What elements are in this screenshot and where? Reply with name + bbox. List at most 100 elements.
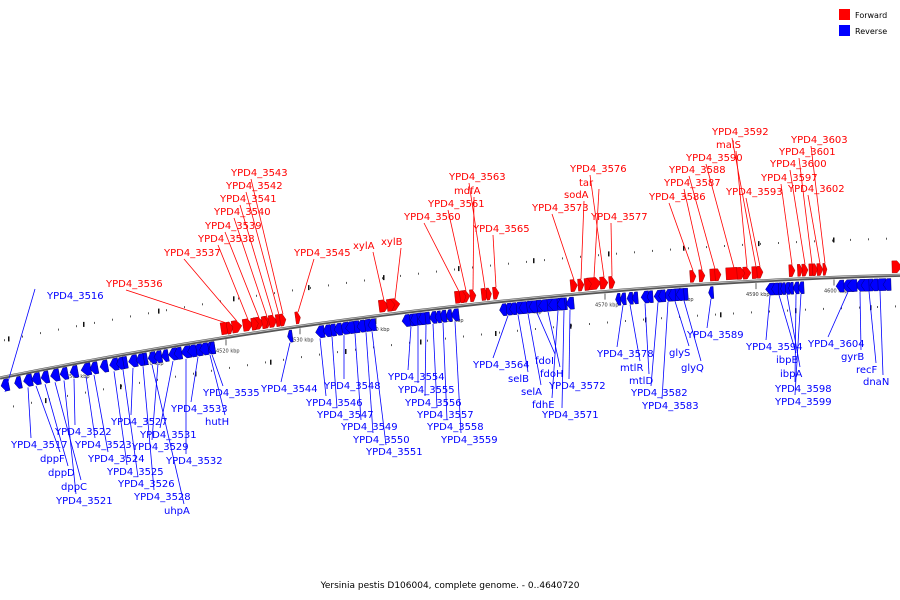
gene-ypd4-3586[interactable]: [689, 270, 697, 283]
gene-ypd4-3527[interactable]: [127, 354, 139, 368]
gene-reverse-segment[interactable]: [528, 300, 538, 313]
gene-ypd4-3577[interactable]: [608, 276, 616, 289]
gene-ypd4-3537[interactable]: [230, 320, 243, 334]
gene-ypd4-3594[interactable]: [765, 282, 776, 296]
gene-ypd4-3517[interactable]: [22, 373, 34, 388]
gene-ypd4-3600[interactable]: [801, 263, 809, 277]
gene-forward-segment[interactable]: [812, 263, 818, 277]
gene-reverse-segment[interactable]: [860, 278, 870, 292]
gene-forward-segment[interactable]: [386, 298, 396, 312]
gene-reverse-segment[interactable]: [780, 282, 786, 295]
gene-reverse-segment[interactable]: [13, 375, 23, 389]
gene-reverse-segment[interactable]: [771, 282, 780, 296]
gene-ypd4-3602[interactable]: [816, 263, 824, 276]
gene-ypd4-3551[interactable]: [367, 318, 377, 332]
gene-reverse-segment[interactable]: [401, 314, 411, 327]
gene-dppd[interactable]: [40, 370, 51, 384]
gene-xyla[interactable]: [378, 299, 390, 313]
gene-dppc[interactable]: [49, 368, 61, 382]
gene-arrow: [797, 264, 803, 277]
gene-reverse-segment[interactable]: [445, 309, 453, 322]
gene-ypd4-3529[interactable]: [153, 350, 164, 364]
track-dot: [229, 366, 230, 369]
gene-forward-segment[interactable]: [485, 287, 492, 301]
gene-reverse-segment[interactable]: [846, 279, 858, 292]
gene-ypd4-3535[interactable]: [208, 341, 217, 355]
gene-ypd4-3525[interactable]: [108, 357, 120, 371]
gene-reverse-segment[interactable]: [869, 278, 879, 292]
gene-ypd4-3597[interactable]: [788, 264, 796, 278]
gene-forward-segment[interactable]: [736, 267, 746, 280]
gene-ypd4-3522[interactable]: [69, 364, 80, 378]
gene-mtlr[interactable]: [626, 291, 634, 305]
gene-ypd4-3544[interactable]: [287, 329, 294, 343]
gene-ypd4-3576[interactable]: [599, 276, 609, 290]
gene-reverse-segment[interactable]: [882, 278, 892, 291]
gene-forward-segment[interactable]: [583, 278, 592, 291]
gene-ypd4-3557[interactable]: [429, 311, 438, 324]
gene-ypd4-3546[interactable]: [315, 325, 326, 339]
gene-forward-segment[interactable]: [260, 316, 269, 330]
gene-reverse-segment[interactable]: [434, 310, 442, 324]
gene-reverse-segment[interactable]: [499, 303, 508, 317]
gene-ypd4-3524[interactable]: [89, 361, 100, 375]
gene-reverse-segment[interactable]: [115, 356, 125, 370]
gene-forward-segment[interactable]: [459, 290, 467, 304]
gene-reverse-segment[interactable]: [173, 346, 184, 360]
gene-reverse-segment[interactable]: [135, 353, 146, 367]
gene-reverse-segment[interactable]: [187, 344, 198, 358]
gene-reverse-segment[interactable]: [356, 319, 366, 333]
gene-reverse-segment[interactable]: [160, 349, 170, 362]
gene-ypd4-3523[interactable]: [80, 362, 93, 377]
gene-mtld[interactable]: [640, 290, 650, 304]
gene-ypd4-3541[interactable]: [267, 314, 278, 328]
gene-reverse-segment[interactable]: [518, 301, 528, 314]
gene-label-ypd4-3531: YPD4_3531: [139, 360, 197, 441]
gene-reverse-segment[interactable]: [548, 298, 559, 312]
gene-reverse-segment[interactable]: [615, 292, 622, 306]
gene-ypd4-3587[interactable]: [698, 269, 706, 283]
gene-reverse-segment[interactable]: [631, 291, 639, 305]
gene-reverse-segment[interactable]: [835, 279, 845, 293]
gene-uhpa[interactable]: [147, 351, 158, 365]
gene-reverse-segment[interactable]: [538, 299, 549, 312]
leader-line: [113, 371, 128, 466]
gene-reverse-segment[interactable]: [345, 321, 356, 334]
gene-reverse-segment[interactable]: [99, 359, 110, 373]
gene-soda[interactable]: [577, 278, 585, 292]
gene-reverse-segment[interactable]: [199, 342, 210, 356]
gene-ypd4-3603[interactable]: [822, 263, 828, 276]
gene-reverse-segment[interactable]: [675, 288, 685, 301]
gene-reverse-segment[interactable]: [668, 288, 677, 302]
gene-label-ypd4-3529: YPD4_3529: [131, 363, 189, 453]
gene-mdfa[interactable]: [469, 289, 477, 303]
gene-forward-segment[interactable]: [225, 321, 234, 335]
gene-ypd4-3521[interactable]: [59, 366, 70, 380]
gene-arrow: [788, 281, 794, 295]
gene-ypd4-3545[interactable]: [294, 311, 302, 325]
gene-reverse-segment[interactable]: [333, 322, 343, 336]
gene-dppf[interactable]: [30, 372, 42, 386]
gene-ypd4-3589[interactable]: [708, 286, 715, 299]
gene-forward-segment[interactable]: [714, 268, 722, 282]
gene-reverse-segment[interactable]: [658, 289, 667, 303]
gene-ypd4-3573[interactable]: [569, 279, 578, 292]
gene-reverse-segment[interactable]: [418, 312, 427, 326]
gene-reverse-segment[interactable]: [556, 297, 566, 311]
gene-reverse-segment[interactable]: [509, 302, 518, 316]
gene-forward-segment[interactable]: [891, 260, 900, 274]
gene-forward-segment[interactable]: [250, 317, 260, 331]
gene-reverse-segment[interactable]: [788, 281, 794, 295]
track-dot: [490, 264, 491, 267]
gene-mals[interactable]: [742, 266, 752, 280]
gene-reverse-segment[interactable]: [646, 290, 654, 303]
gene-ypd4-3572[interactable]: [565, 296, 575, 310]
gene-ypd4-3538[interactable]: [241, 318, 254, 332]
gene-ypd4-3593[interactable]: [756, 266, 764, 279]
gene-reverse-segment[interactable]: [322, 324, 332, 338]
gene-ypd4-3599[interactable]: [797, 281, 805, 294]
gene-forward-segment[interactable]: [797, 264, 803, 277]
gene-ypd4-3565[interactable]: [492, 286, 500, 300]
gene-ypd4-3543[interactable]: [278, 313, 287, 327]
gene-reverse-segment[interactable]: [410, 313, 419, 326]
